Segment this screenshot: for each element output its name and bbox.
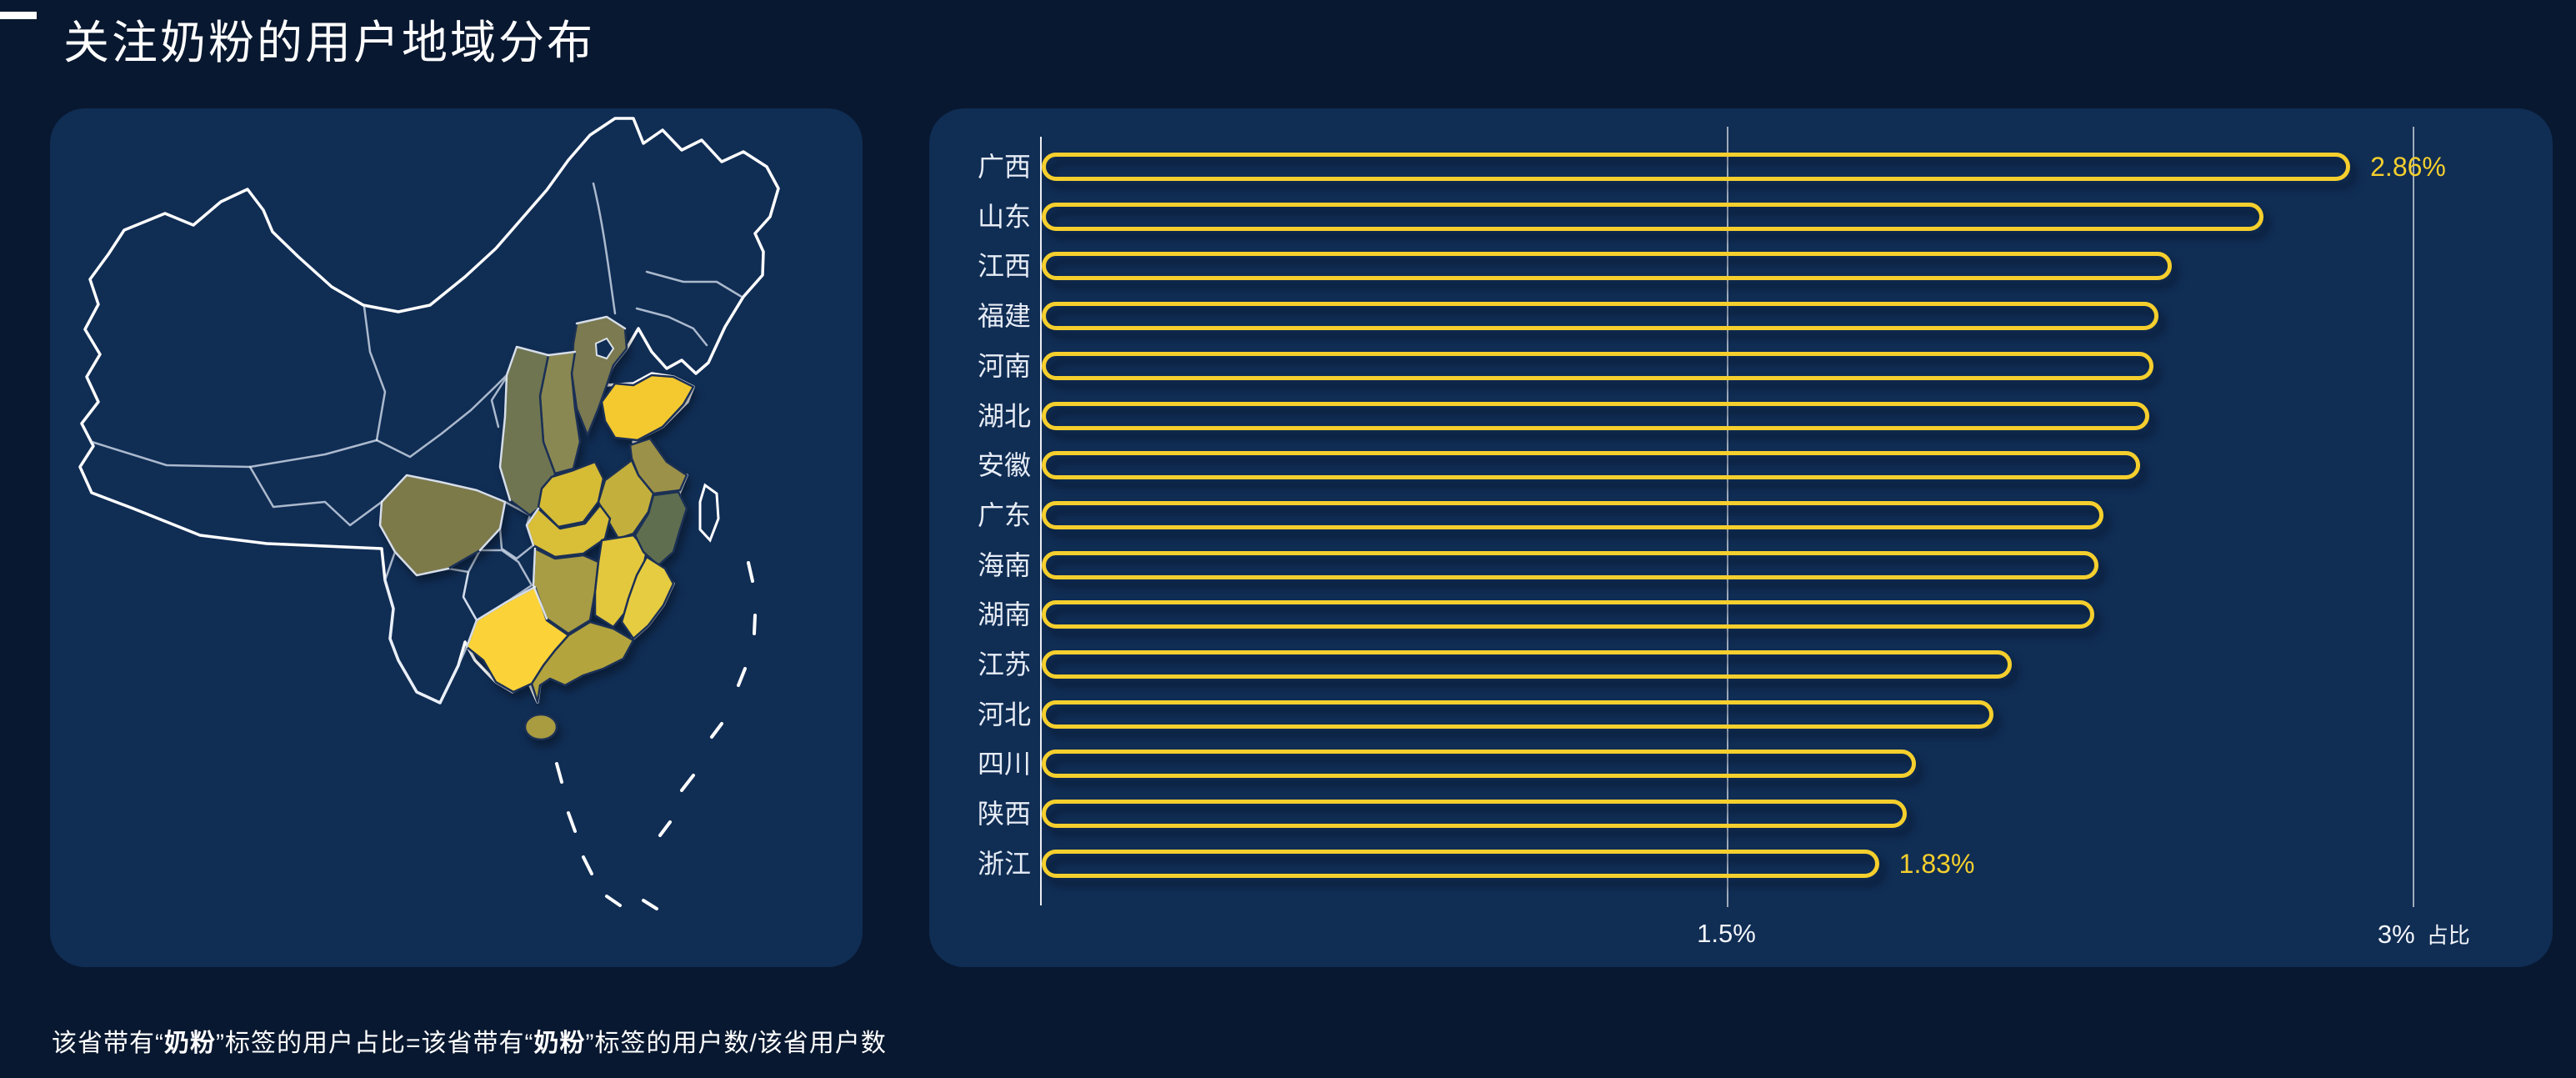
- province-label: 安徽: [977, 450, 1031, 481]
- footnote-text: ”标签的用户占比=该省带有“: [216, 1030, 534, 1057]
- nine-dash-segment: [582, 855, 593, 875]
- province-label: 湖北: [977, 400, 1031, 431]
- bar-value-label: 2.86%: [2370, 152, 2446, 182]
- province-label: 广东: [977, 499, 1031, 530]
- map-region-henan: [537, 460, 605, 529]
- bar-江苏: [1042, 650, 2012, 679]
- shaded-provinces: [378, 315, 695, 741]
- province-label: 海南: [977, 549, 1031, 580]
- footnote-bold-term: 奶粉: [164, 1030, 216, 1057]
- bar-湖南: [1042, 600, 2094, 629]
- corner-bracket-decoration: [0, 12, 37, 19]
- map-panel: [50, 108, 863, 967]
- gridline-1.5%: [1726, 127, 1728, 907]
- bar-四川: [1042, 750, 1916, 779]
- bar-山东: [1042, 202, 2263, 231]
- map-region-sichuan: [378, 474, 507, 577]
- province-label: 江苏: [977, 649, 1031, 679]
- nine-dash-segment: [737, 667, 747, 687]
- map-region-taiwan: [698, 483, 720, 543]
- x-tick-label: 3% 占比: [2377, 920, 2470, 949]
- map-region-beijing-enclave: [594, 337, 615, 360]
- footnote: 该省带有“奶粉”标签的用户占比=该省带有“奶粉”标签的用户数/该省用户数: [52, 1022, 887, 1059]
- bar-广东: [1042, 500, 2103, 529]
- bar-江西: [1042, 252, 2173, 281]
- map-region-zhejiang: [633, 490, 688, 567]
- footnote-text: 该省带有“: [52, 1030, 164, 1057]
- bar-广西: [1042, 153, 2351, 181]
- bar-河南: [1042, 351, 2154, 380]
- china-map: [78, 117, 780, 910]
- bar-浙江: [1042, 849, 1879, 878]
- gridline-3%: [2413, 127, 2414, 907]
- nine-dash-segment: [747, 561, 754, 583]
- nine-dash-segment: [753, 614, 757, 635]
- map-region-hainan: [523, 713, 558, 741]
- province-label: 山东: [977, 201, 1031, 232]
- province-label: 湖南: [977, 599, 1031, 630]
- bar-福建: [1042, 302, 2158, 331]
- map-region-shandong: [600, 374, 695, 442]
- unshaded-province-borders: [90, 182, 743, 704]
- shaded-frontier-borders: [378, 315, 627, 649]
- nine-dash-segment: [710, 722, 723, 739]
- province-label: 广西: [977, 152, 1031, 182]
- bar-海南: [1042, 550, 2099, 579]
- bar-安徽: [1042, 451, 2140, 480]
- nine-dash-segment: [567, 811, 577, 833]
- bar-chart-panel: 1.5% 3% 占比 广西 2.86% 山东江西福建河南湖北安徽广东海南湖南江苏河北四川陕…: [929, 108, 2553, 967]
- x-axis-unit-label: 占比: [2426, 923, 2470, 948]
- x-tick-label: 1.5%: [1697, 919, 1756, 948]
- map-region-fujian: [620, 555, 675, 640]
- footnote-text: ”标签的用户数/该省用户数: [585, 1030, 887, 1057]
- bar-陕西: [1042, 800, 1907, 829]
- province-label: 河北: [977, 699, 1031, 730]
- province-label: 江西: [977, 251, 1031, 282]
- province-label: 陕西: [977, 799, 1031, 830]
- nine-dash-segment: [642, 899, 658, 910]
- bar-value-label: 1.83%: [1898, 848, 1975, 879]
- province-label: 浙江: [977, 848, 1031, 879]
- nine-dash-line: [555, 561, 757, 910]
- page-title: 关注奶粉的用户地域分布: [63, 17, 596, 68]
- nine-dash-segment: [605, 895, 622, 907]
- footnote-bold-term: 奶粉: [533, 1030, 586, 1057]
- nine-dash-segment: [658, 820, 672, 837]
- province-label: 四川: [977, 749, 1031, 780]
- nine-dash-segment: [555, 762, 563, 784]
- nine-dash-segment: [680, 774, 695, 792]
- province-label: 福建: [977, 301, 1031, 332]
- y-axis-line: [1040, 137, 1042, 905]
- bar-河北: [1042, 699, 1993, 729]
- province-label: 河南: [977, 350, 1031, 381]
- bar-湖北: [1042, 401, 2149, 430]
